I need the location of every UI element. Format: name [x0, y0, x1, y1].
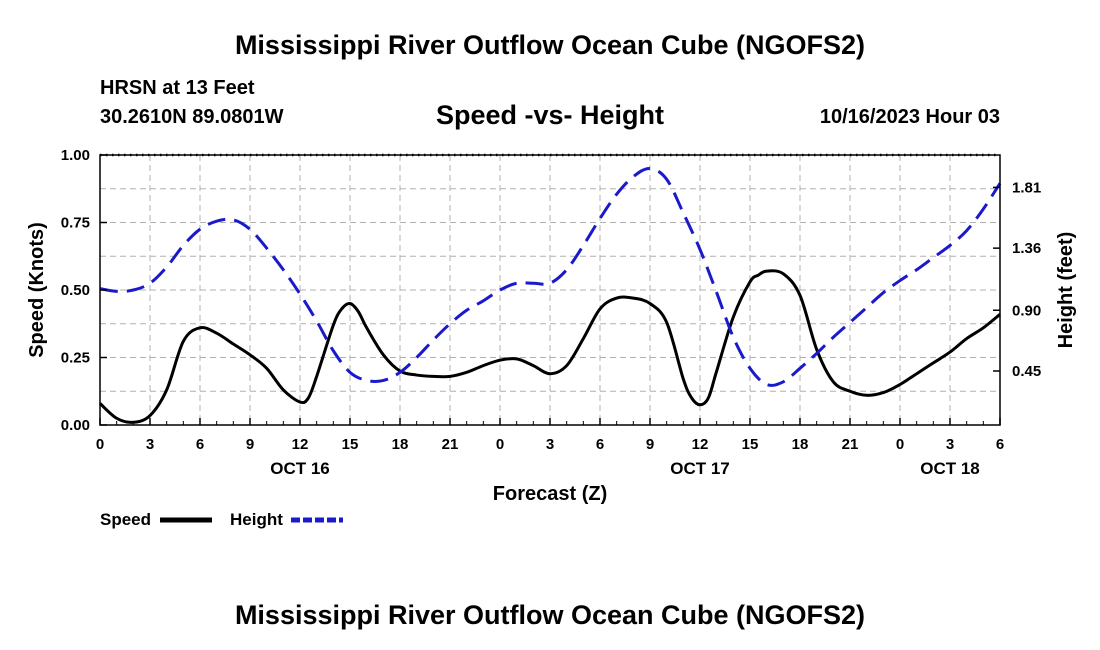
x-tick-label: 21 [842, 436, 859, 453]
y2-axis-label: Height (feet) [1055, 232, 1077, 349]
x-tick-label: 3 [146, 436, 154, 453]
axis-layer: 0 3 6 9 12 15 18 21 0 3 6 9 12 15 18 21 0 3 6 OCT 16 OCT 17 O… [61, 147, 1041, 478]
date-label: OCT 17 [670, 459, 730, 478]
y-tick-label: 0.25 [61, 350, 90, 367]
station-coordinates: 30.2610N 89.0801W [100, 106, 284, 128]
legend-height-label: Height [230, 510, 283, 529]
x-tick-label: 12 [692, 436, 709, 453]
chart-title-bottom: Mississippi River Outflow Ocean Cube (NG… [234, 600, 866, 630]
station-label: HRSN at 13 Feet [100, 77, 255, 99]
x-tick-label: 0 [496, 436, 504, 453]
x-tick-label: 6 [196, 436, 204, 453]
series-layer [98, 166, 1002, 424]
chart-title-top: Mississippi River Outflow Ocean Cube (NG… [234, 30, 866, 60]
y-tick-label: 0.00 [61, 417, 90, 434]
x-tick-label: 21 [442, 436, 459, 453]
x-tick-label: 0 [96, 436, 104, 453]
x-tick-label: 6 [596, 436, 604, 453]
y-tick-label: 1.00 [61, 147, 90, 164]
x-tick-label: 3 [546, 436, 554, 453]
x-tick-label: 6 [996, 436, 1004, 453]
x-tick-label: 0 [896, 436, 904, 453]
y2-tick-label: 1.36 [1012, 240, 1041, 257]
x-tick-label: 9 [646, 436, 654, 453]
x-tick-label: 12 [292, 436, 309, 453]
y-tick-label: 0.75 [61, 215, 90, 232]
forecast-timestamp: 10/16/2023 Hour 03 [819, 106, 1000, 128]
x-tick-label: 15 [342, 436, 359, 453]
x-tick-label: 15 [742, 436, 759, 453]
x-tick-label: 9 [246, 436, 254, 453]
series-line-speed [98, 269, 1001, 424]
y-axis-label: Speed (Knots) [26, 222, 48, 358]
chart-subtitle: Speed -vs- Height [435, 100, 665, 130]
grid-layer [99, 155, 1001, 425]
x-tick-label: 18 [792, 436, 809, 453]
date-label: OCT 16 [270, 459, 330, 478]
y2-tick-label: 0.90 [1012, 302, 1041, 319]
x-tick-label: 3 [946, 436, 954, 453]
legend-speed-label: Speed [100, 510, 152, 529]
x-axis-label: Forecast (Z) [493, 483, 607, 505]
date-label: OCT 18 [920, 459, 980, 478]
y-tick-label: 0.50 [61, 282, 90, 299]
y2-tick-label: 1.81 [1012, 179, 1041, 196]
y2-tick-label: 0.45 [1012, 363, 1041, 380]
x-tick-label: 18 [392, 436, 409, 453]
